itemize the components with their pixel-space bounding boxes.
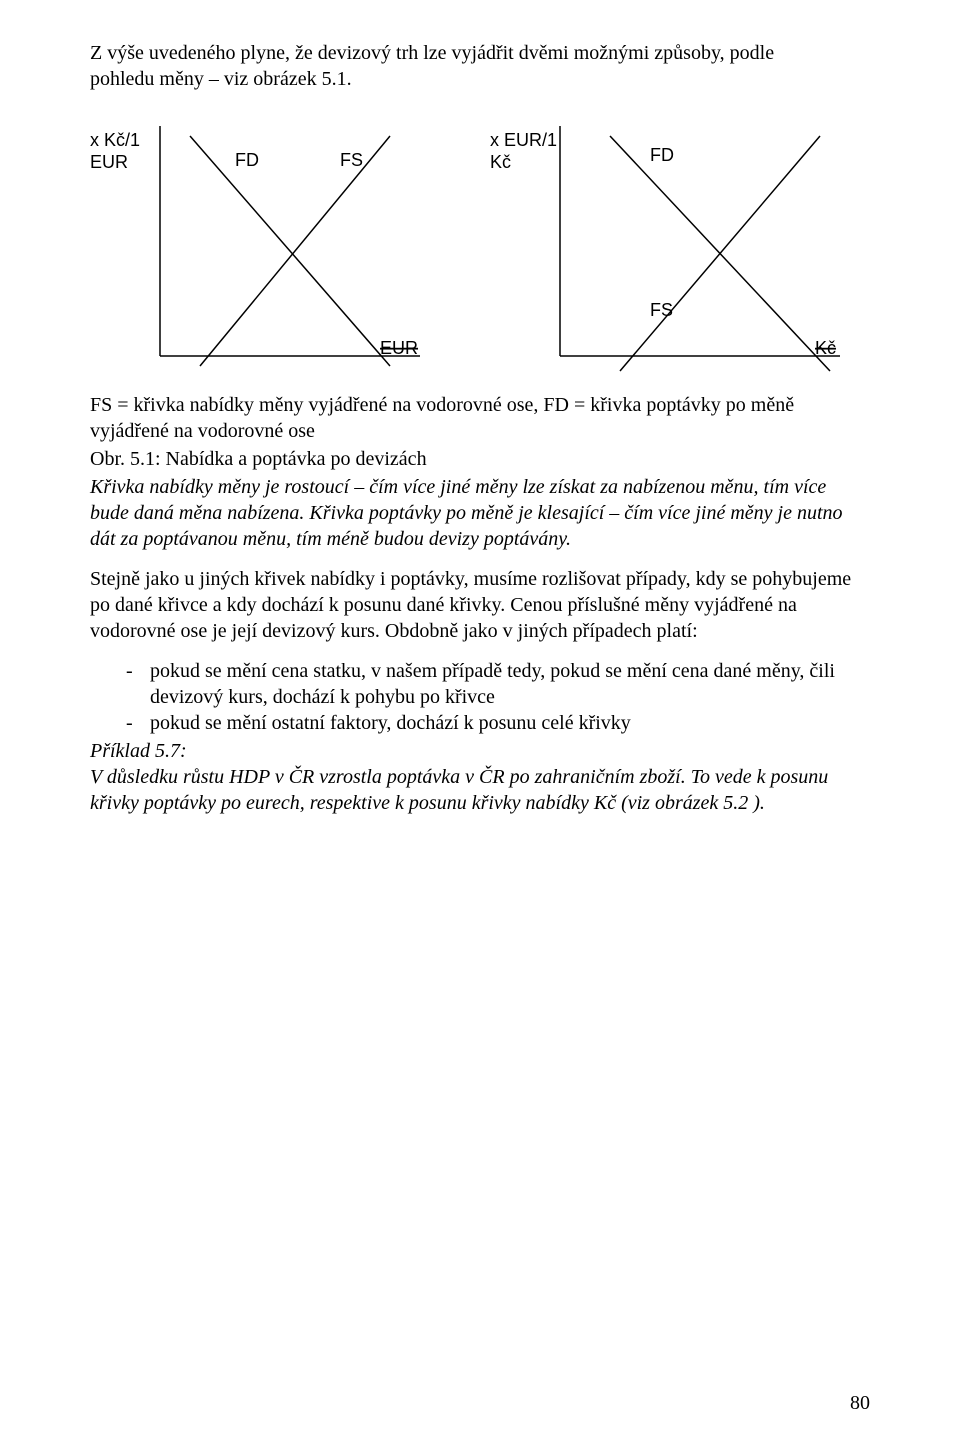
chart-right-ylabel-bottom: Kč (490, 152, 511, 172)
figure-italic-caption: Křivka nabídky měny je rostoucí – čím ví… (90, 474, 870, 552)
chart-right-fd-label: FD (650, 145, 674, 165)
bullet-list: pokud se mění cena statku, v našem přípa… (90, 658, 870, 736)
list-item: pokud se mění ostatní faktory, dochází k… (90, 710, 870, 736)
intro-line2: pohledu měny – viz obrázek 5.1. (90, 68, 352, 90)
example-body: V důsledku růstu HDP v ČR vzrostla poptá… (90, 766, 828, 814)
chart-left-ylabel-top: x Kč/1 (90, 130, 140, 150)
chart-left-ylabel-bottom: EUR (90, 152, 128, 172)
chart-left-xaxis-label: EUR (380, 338, 418, 358)
body-paragraph-1: Stejně jako u jiných křivek nabídky i po… (90, 566, 870, 644)
chart-left: x Kč/1 EUR FD FS EUR (90, 106, 450, 386)
example-block: Příklad 5.7: V důsledku růstu HDP v ČR v… (90, 738, 870, 816)
chart-right-fs-label: FS (650, 300, 673, 320)
list-item: pokud se mění cena statku, v našem přípa… (90, 658, 870, 710)
chart-left-fd-label: FD (235, 150, 259, 170)
intro-paragraph: Z výše uvedeného plyne, že devizový trh … (90, 40, 870, 92)
chart-right-xaxis-label: Kč (815, 338, 836, 358)
fs-fd-definition: FS = křivka nabídky měny vyjádřené na vo… (90, 392, 870, 444)
charts-row: x Kč/1 EUR FD FS EUR x (90, 106, 870, 386)
chart-left-fs-label: FS (340, 150, 363, 170)
chart-right-ylabel-top: x EUR/1 (490, 130, 557, 150)
page-number: 80 (850, 1392, 870, 1415)
example-label: Příklad 5.7: (90, 740, 187, 762)
intro-line1: Z výše uvedeného plyne, že devizový trh … (90, 42, 774, 64)
figure-number: Obr. 5.1: Nabídka a poptávka po devizách (90, 446, 870, 472)
chart-right: x EUR/1 Kč FD FS Kč (490, 106, 850, 386)
